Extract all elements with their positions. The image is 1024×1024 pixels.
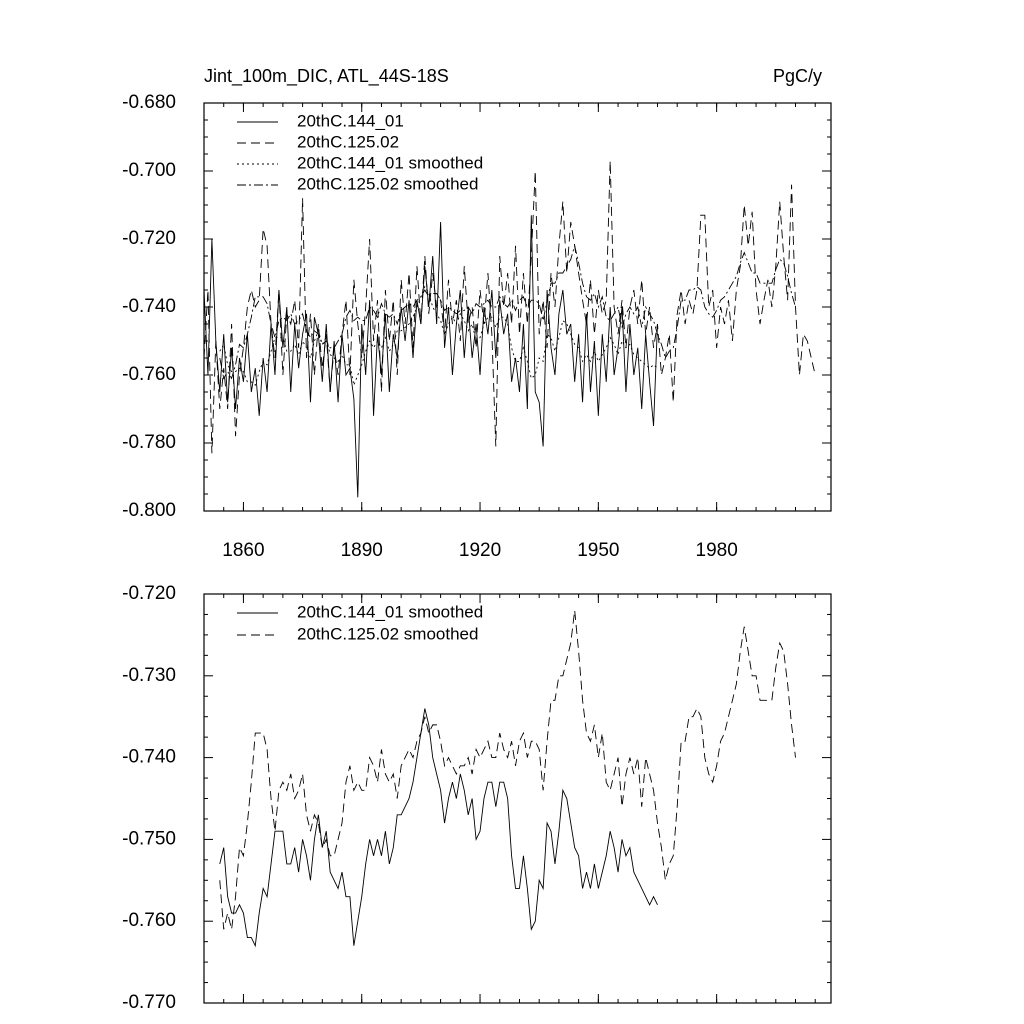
x-tick-label: 1950 (577, 540, 619, 561)
y-tick-label: -0.780 (122, 432, 176, 453)
y-tick-label: -0.720 (122, 228, 176, 249)
plot-frame (203, 593, 832, 1004)
x-tick-label: 1860 (222, 540, 264, 561)
data-line (203, 160, 816, 454)
legend-label: 20thC.125.02 smoothed (297, 174, 478, 193)
data-line (219, 708, 658, 948)
y-tick-label: -0.680 (122, 92, 176, 113)
legend-label: 20thC.144_01 smoothed (297, 153, 483, 172)
chart-title: Jint_100m_DIC, ATL_44S-18S (204, 66, 449, 87)
data-line (219, 244, 796, 380)
y-tick-label: -0.730 (122, 665, 176, 686)
y-tick-label: -0.800 (122, 500, 176, 521)
x-tick-label: 1890 (341, 540, 383, 561)
y-tick-label: -0.760 (122, 364, 176, 385)
legend-label: 20thC.125.02 smoothed (297, 624, 478, 643)
x-tick-label: 1980 (696, 540, 738, 561)
legend-label: 20thC.144_01 (297, 111, 404, 130)
y-tick-label: -0.700 (122, 160, 176, 181)
y-tick-label: -0.770 (122, 992, 176, 1013)
data-line (219, 610, 796, 930)
legend-label: 20thC.125.02 (297, 132, 399, 151)
legend-label: 20thC.144_01 smoothed (297, 602, 483, 621)
data-line (219, 285, 658, 387)
units-label: PgC/y (773, 66, 822, 86)
y-tick-label: -0.760 (122, 910, 176, 931)
y-tick-label: -0.720 (122, 583, 176, 604)
y-tick-label: -0.740 (122, 296, 176, 317)
x-tick-label: 1920 (459, 540, 501, 561)
y-tick-label: -0.750 (122, 828, 176, 849)
y-tick-label: -0.740 (122, 747, 176, 768)
data-line (203, 215, 658, 498)
